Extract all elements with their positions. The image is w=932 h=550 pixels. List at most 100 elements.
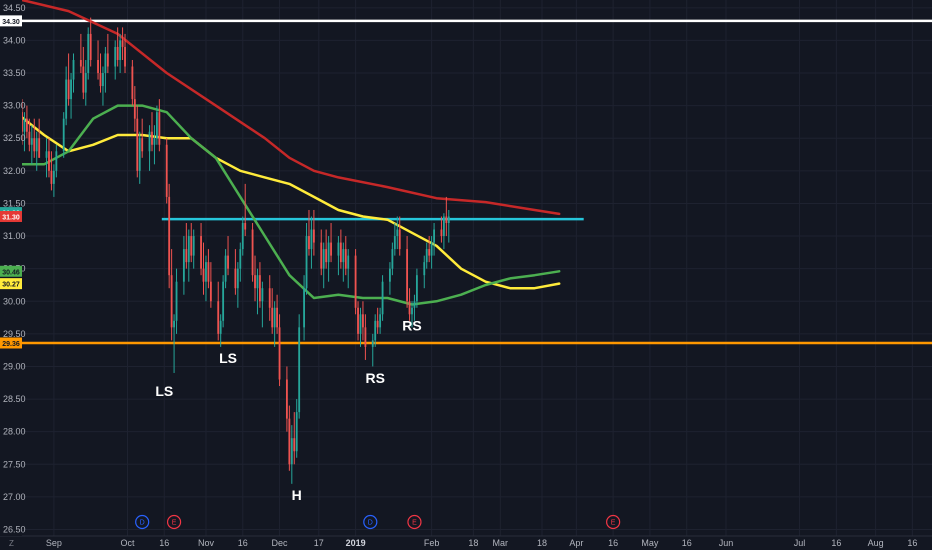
- candle-body: [114, 46, 117, 67]
- candle: [106, 33, 109, 74]
- candle: [305, 223, 308, 295]
- candle: [23, 112, 26, 152]
- candle-body: [217, 301, 220, 334]
- candle: [406, 236, 409, 308]
- price-tick-label: 28.50: [3, 394, 26, 404]
- candle-body: [227, 255, 229, 269]
- candle-body: [192, 236, 195, 256]
- candle-body: [241, 223, 244, 250]
- candle-body: [415, 275, 418, 302]
- candle: [97, 40, 99, 80]
- event-marker-label: E: [611, 520, 616, 527]
- time-tick-label: 16: [907, 538, 917, 548]
- candle: [285, 366, 288, 432]
- candle: [119, 33, 122, 74]
- price-badge: 30.46: [0, 265, 22, 277]
- candle-body: [411, 307, 413, 315]
- candle-body: [396, 229, 399, 237]
- candle-body: [354, 255, 357, 308]
- candle: [337, 236, 340, 276]
- candle: [254, 255, 256, 302]
- price-badge: 30.27: [0, 278, 22, 290]
- candle: [293, 412, 296, 465]
- time-tick-label: Oct: [120, 538, 135, 548]
- candle: [320, 229, 323, 276]
- candle: [322, 242, 325, 289]
- event-marker-circle[interactable]: [407, 514, 422, 530]
- candle-body: [205, 262, 207, 282]
- event-marker-label: E: [412, 520, 417, 527]
- candle: [25, 105, 28, 139]
- candle-body: [256, 275, 259, 289]
- candle: [148, 125, 151, 171]
- candle: [389, 262, 391, 295]
- earnings-marker[interactable]: E: [407, 514, 422, 530]
- green-moving-average[interactable]: [20, 104, 561, 306]
- red-moving-average[interactable]: [20, 0, 561, 216]
- candle: [62, 112, 65, 158]
- price-tick-label: 32.00: [3, 166, 26, 176]
- candle: [192, 229, 195, 269]
- event-marker-circle[interactable]: [606, 514, 621, 530]
- candle: [124, 33, 126, 74]
- candle: [261, 281, 264, 328]
- moving-averages: [20, 0, 561, 306]
- candle: [202, 242, 205, 295]
- candle-body: [45, 151, 48, 158]
- earnings-marker[interactable]: E: [606, 514, 621, 530]
- time-tick-label: 18: [537, 538, 547, 548]
- candle: [65, 66, 68, 126]
- candle-body: [442, 216, 445, 237]
- candle-body: [106, 53, 109, 67]
- time-tick-label: Dec: [272, 538, 289, 548]
- dividend-marker[interactable]: D: [135, 514, 150, 530]
- candle: [379, 307, 382, 334]
- event-marker-circle[interactable]: [363, 514, 378, 530]
- candle: [428, 236, 431, 263]
- time-tick-label: Jun: [719, 538, 734, 548]
- candle-body: [310, 229, 313, 250]
- earnings-marker[interactable]: E: [166, 514, 182, 530]
- candle-body: [273, 307, 276, 328]
- candle-body: [362, 314, 364, 328]
- candle-body: [251, 229, 254, 276]
- time-tick-label: Mar: [493, 538, 509, 548]
- candle: [381, 275, 384, 321]
- candle-body: [293, 438, 296, 452]
- candle: [190, 223, 193, 263]
- pattern-label: LS: [155, 383, 173, 399]
- candle-body: [116, 46, 119, 60]
- candle-body: [48, 151, 50, 171]
- candle-body: [173, 320, 175, 328]
- candle: [445, 196, 448, 237]
- time-tick-label: Aug: [868, 538, 884, 548]
- time-tick-label: Jul: [794, 538, 806, 548]
- time-tick-label: 16: [238, 538, 248, 548]
- candle: [82, 46, 85, 100]
- candle-body: [337, 242, 340, 256]
- event-marker-circle[interactable]: [166, 514, 182, 530]
- candle: [244, 183, 247, 237]
- event-marker-circle[interactable]: [135, 514, 150, 530]
- candle: [28, 118, 31, 152]
- time-tick-label: Nov: [198, 538, 215, 548]
- candle-body: [121, 40, 124, 47]
- candle: [447, 209, 450, 243]
- candle-body: [190, 236, 193, 256]
- candle-body: [200, 236, 202, 269]
- time-axis[interactable]: Sep Oct 16 Nov 16 Dec 17 2019 Feb 18 Mar 18 Apr 16 May…: [46, 538, 918, 548]
- candle-body: [153, 138, 156, 145]
- candle: [48, 138, 50, 178]
- candle-body: [136, 118, 139, 171]
- candle-body: [447, 216, 450, 224]
- price-tick-label: 26.50: [3, 524, 26, 534]
- price-tick-label: 29.00: [3, 361, 26, 371]
- price-tick-label: 27.00: [3, 492, 26, 502]
- yellow-moving-average[interactable]: [20, 116, 561, 290]
- dividend-marker[interactable]: D: [363, 514, 378, 530]
- time-tick-label: Sep: [46, 538, 62, 548]
- candle-body: [428, 249, 431, 256]
- price-tick-label: 29.50: [3, 329, 26, 339]
